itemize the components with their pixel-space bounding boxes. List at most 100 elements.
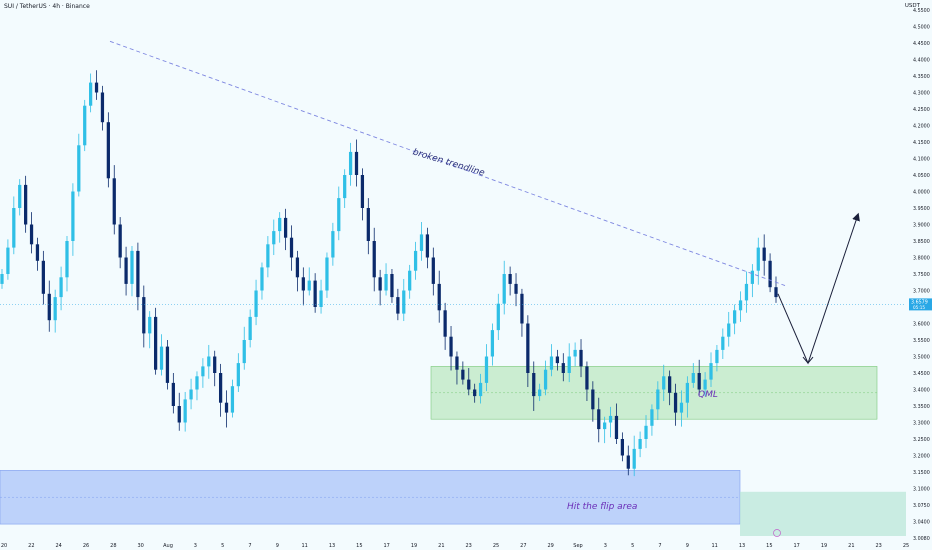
candle-body <box>561 363 565 373</box>
y-tick-label: 3.9500 <box>913 206 930 212</box>
y-tick-label: 4.4500 <box>913 41 930 47</box>
candle-body <box>224 402 229 413</box>
candle-body <box>307 280 311 291</box>
candle-body <box>750 270 754 284</box>
candle-body <box>260 267 264 291</box>
candle-body <box>555 356 560 364</box>
x-tick-label: 30 <box>137 543 143 549</box>
candle-body <box>41 260 45 294</box>
candle-body <box>573 349 577 357</box>
y-tick-label: 4.3000 <box>913 91 930 97</box>
candle-body <box>65 241 69 278</box>
x-tick-label: 27 <box>520 543 526 549</box>
candle-body <box>656 389 660 410</box>
candle-body <box>236 363 240 387</box>
x-tick-label: 7 <box>658 543 661 549</box>
x-tick-label: 13 <box>329 543 335 549</box>
x-tick-label: 3 <box>604 543 607 549</box>
candle-body <box>71 191 75 241</box>
y-tick-label: 3.8000 <box>913 256 930 262</box>
x-tick-label: 17 <box>383 543 389 549</box>
candle-body <box>662 376 666 390</box>
x-tick-label: 9 <box>686 543 689 549</box>
candle-body <box>360 175 365 208</box>
candle-body <box>177 406 181 423</box>
candle-body <box>608 415 613 423</box>
candle-body <box>591 389 595 410</box>
candle-body <box>626 455 630 469</box>
x-tick-label: 28 <box>110 543 116 549</box>
candle-body <box>620 439 625 456</box>
candle-body <box>189 389 193 400</box>
symbol-header: SUI / TetherUS · 4h · Binance <box>4 3 90 10</box>
candle-body <box>443 310 447 337</box>
candle-body <box>679 402 684 413</box>
candle-body <box>691 373 695 383</box>
candle-body <box>136 250 140 298</box>
candle-body <box>543 369 548 390</box>
candle-body <box>207 356 211 367</box>
candle-body <box>165 346 170 383</box>
candle-body <box>254 290 258 317</box>
y-tick-label: 3.0080 <box>913 536 930 542</box>
y-tick-label: 4.1500 <box>913 140 930 146</box>
candle-body <box>538 389 542 397</box>
y-tick-label: 4.2000 <box>913 124 930 130</box>
y-tick-label: 3.5500 <box>913 338 930 344</box>
candle-body <box>77 145 81 192</box>
candle-body <box>384 274 388 291</box>
candle-body <box>35 244 40 261</box>
currency-label: USDT <box>904 3 920 9</box>
candle-body <box>638 439 642 449</box>
current-price-countdown: 05:15 <box>913 305 925 310</box>
y-tick-label: 3.2000 <box>913 454 930 460</box>
y-tick-label: 3.5000 <box>913 355 930 361</box>
candle-body <box>331 231 335 258</box>
qml-zone <box>430 366 878 420</box>
y-tick-label: 3.3500 <box>913 404 930 410</box>
y-tick-label: 4.3500 <box>913 74 930 80</box>
x-tick-label: 15 <box>766 543 772 549</box>
candle-body <box>348 151 353 175</box>
y-tick-label: 3.0750 <box>913 503 930 509</box>
candle-body <box>744 283 749 301</box>
candle-body <box>473 389 477 397</box>
candle-body <box>142 297 146 334</box>
y-tick-label: 3.2500 <box>913 437 930 443</box>
candle-body <box>148 316 152 334</box>
x-tick-label: 29 <box>547 543 553 549</box>
candle-body <box>514 283 518 294</box>
y-tick-label: 4.1000 <box>913 157 930 163</box>
candle-body <box>774 287 778 298</box>
current-price-value: 3.6579 <box>911 299 928 305</box>
y-tick-label: 3.0400 <box>913 520 930 526</box>
x-tick-label: 20 <box>1 543 7 549</box>
candle-body <box>727 323 731 337</box>
candle-body <box>496 303 500 331</box>
candle-body <box>668 376 672 393</box>
event-marker-icon <box>773 529 781 537</box>
x-tick-label: 21 <box>438 543 444 549</box>
candle-body <box>195 376 199 390</box>
y-tick-label: 3.4000 <box>913 388 930 394</box>
candle-body <box>585 366 589 390</box>
candle-body <box>768 260 772 288</box>
candle-body <box>603 422 607 430</box>
candle-body <box>467 379 471 390</box>
candle-body <box>490 330 495 357</box>
candle-body <box>738 300 743 311</box>
candle-body <box>230 386 235 413</box>
y-tick-label: 4.4000 <box>913 58 930 64</box>
candle-body <box>520 293 524 324</box>
x-tick-label: 25 <box>493 543 499 549</box>
candle-body <box>47 293 51 321</box>
candle-body <box>733 310 737 324</box>
trendline-label: broken trendline <box>411 147 486 179</box>
candle-body <box>242 340 246 364</box>
candle-body <box>153 316 158 370</box>
candle-body <box>301 277 305 291</box>
candle-body <box>721 336 725 350</box>
candle-body <box>449 336 453 357</box>
